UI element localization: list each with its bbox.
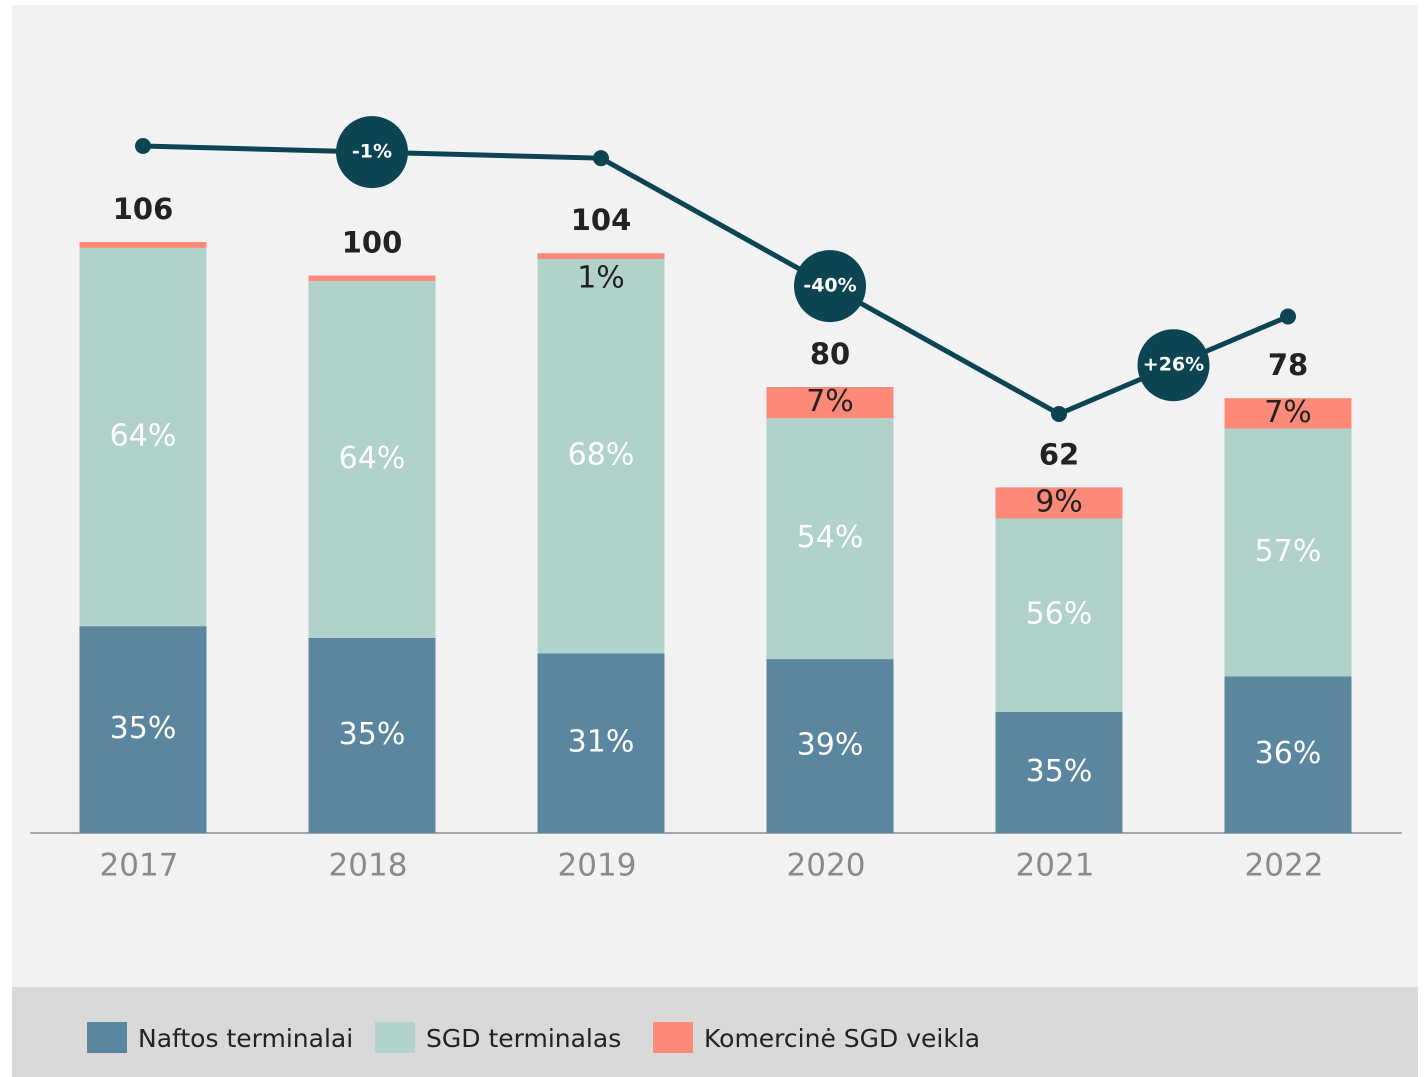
bar-segment (766, 418, 894, 660)
total-label: 78 (1268, 348, 1308, 382)
trend-point (1051, 405, 1067, 422)
total-label: 106 (113, 192, 174, 226)
plot-background (12, 5, 1418, 987)
total-label: 62 (1039, 437, 1079, 471)
bar-segment (537, 653, 665, 833)
trend-point (593, 150, 609, 167)
x-tick-label: 2018 (329, 848, 408, 884)
segment-label: 64% (339, 441, 406, 476)
change-label: +26% (1143, 354, 1204, 376)
x-tick-label: 2017 (100, 848, 179, 884)
segment-label: 68% (568, 438, 635, 473)
bar-segment (79, 626, 207, 833)
segment-label: 39% (797, 728, 864, 763)
change-badge (336, 116, 408, 189)
legend-label: Naftos terminalai (138, 1024, 353, 1053)
x-tick-label: 2022 (1245, 848, 1324, 884)
bar-segment (79, 247, 207, 627)
x-tick-label: 2021 (1016, 848, 1095, 884)
legend-label: Komercinė SGD veikla (704, 1024, 980, 1053)
bar-segment (995, 487, 1123, 519)
legend-swatch (87, 1022, 127, 1053)
bar-segment (79, 242, 207, 248)
segment-label: 35% (110, 711, 177, 746)
segment-label: 31% (568, 725, 635, 760)
bar-segment (308, 637, 436, 833)
bar-segment (308, 275, 436, 282)
bar-segment (1224, 428, 1352, 677)
segment-label: 35% (339, 717, 406, 752)
segment-label: 57% (1255, 534, 1322, 569)
bar-segment (1224, 676, 1352, 833)
bar-segment (766, 659, 894, 833)
change-label: -1% (352, 141, 392, 163)
segment-label: 36% (1255, 736, 1322, 771)
change-label: -40% (803, 275, 856, 297)
trend-point (135, 138, 151, 154)
segment-label: 56% (1026, 597, 1093, 632)
legend-label: SGD terminalas (426, 1024, 621, 1053)
segment-label: 7% (1264, 395, 1312, 430)
total-label: 100 (342, 226, 403, 260)
total-label: 80 (810, 337, 850, 371)
legend-background (12, 987, 1418, 1077)
bar-segment (537, 258, 665, 654)
segment-label: 35% (1026, 754, 1093, 789)
change-badge (794, 250, 866, 323)
bar-segment (1224, 398, 1352, 429)
bar-segment (995, 712, 1123, 833)
bar-segment (537, 253, 665, 259)
total-label: 104 (571, 203, 632, 237)
segment-label: 7% (806, 384, 854, 419)
segment-label: 54% (797, 520, 864, 555)
bar-segment (308, 281, 436, 638)
trend-point (1280, 308, 1296, 325)
x-tick-label: 2020 (787, 848, 866, 884)
x-tick-label: 2019 (558, 848, 637, 884)
bar-segment (995, 518, 1123, 713)
change-badge (1137, 329, 1210, 402)
bar-segment (766, 387, 894, 419)
segment-label: 64% (110, 419, 177, 454)
legend-swatch (653, 1022, 693, 1053)
segment-label: 1% (577, 260, 625, 295)
segment-label: 9% (1035, 484, 1083, 519)
legend-swatch (375, 1022, 415, 1053)
